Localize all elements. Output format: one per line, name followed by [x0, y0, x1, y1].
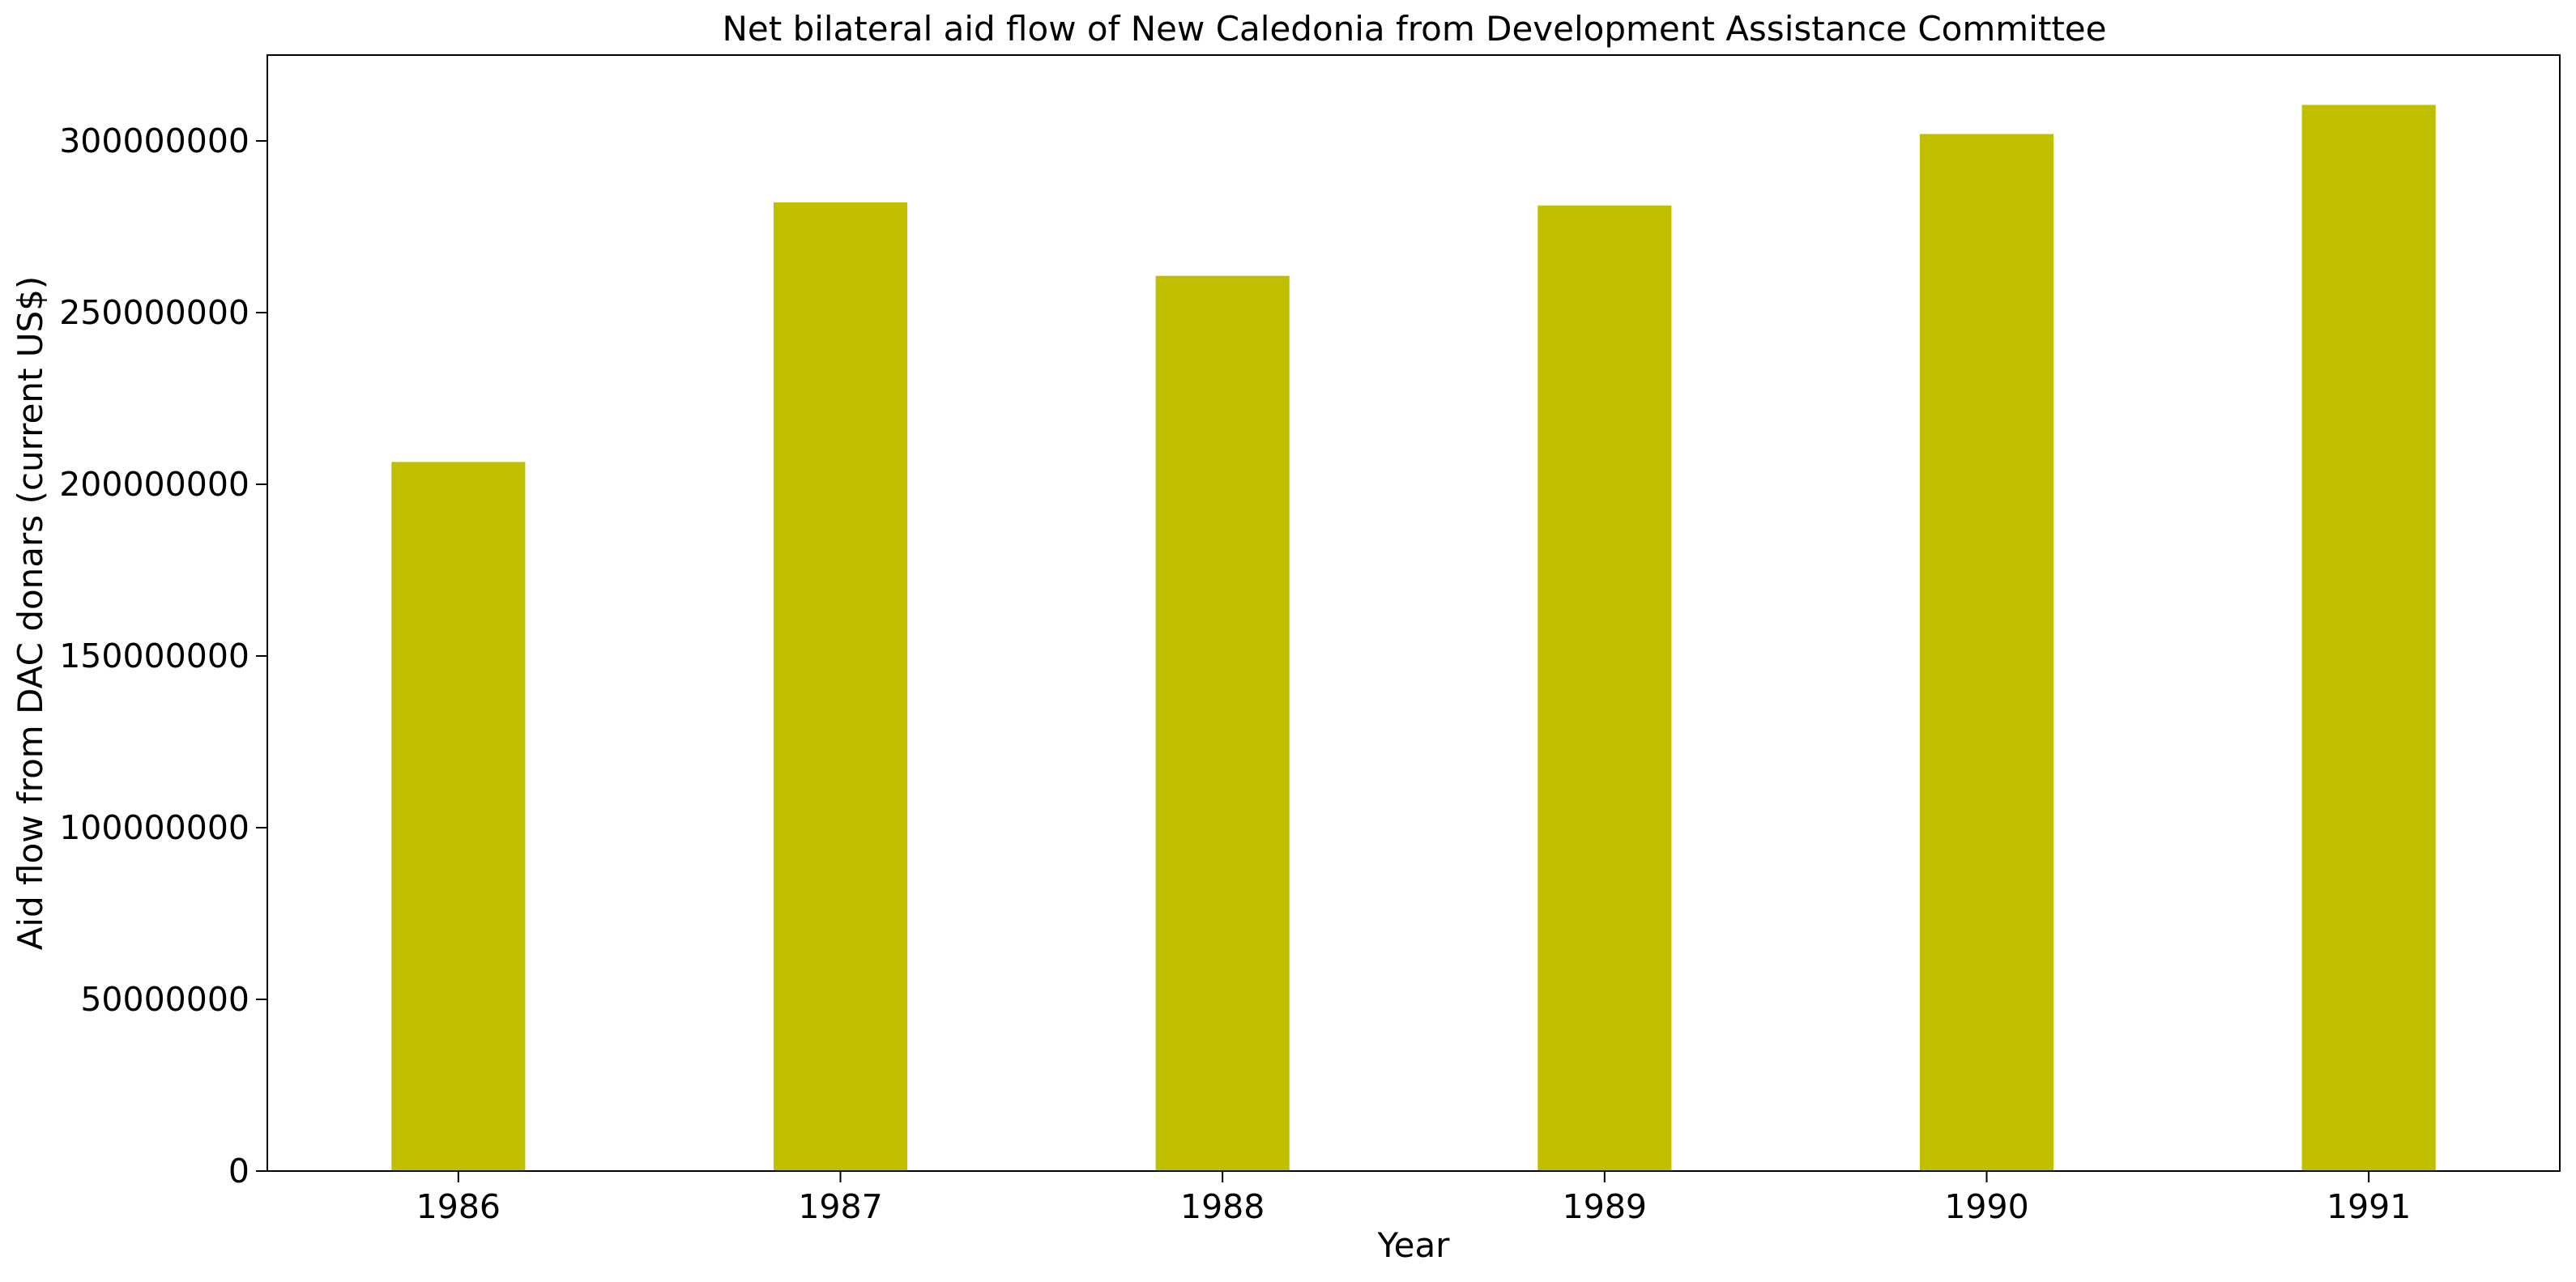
chart-title: Net bilateral aid flow of New Caledonia …	[723, 9, 2107, 49]
y-tick-label: 150000000	[59, 637, 249, 675]
y-tick-label: 0	[228, 1152, 249, 1190]
bar-1987	[773, 202, 908, 1171]
bar-1990	[1919, 134, 2054, 1171]
y-tick-label: 250000000	[59, 293, 249, 332]
plot-frame	[267, 54, 2561, 1172]
bars-layer	[391, 104, 2436, 1172]
y-tick-label: 200000000	[59, 465, 249, 504]
y-tick-label: 100000000	[59, 808, 249, 847]
x-axis-ticks: 1986 1987 1988 1989 1990 1991	[416, 1171, 2411, 1226]
bar-1988	[1155, 275, 1290, 1172]
x-tick-label: 1991	[2327, 1187, 2411, 1226]
y-axis-ticks: 0 50000000 100000000 150000000 200000000 2500…	[59, 121, 267, 1190]
y-tick-label: 50000000	[80, 980, 249, 1019]
y-axis-label: Aid flow from DAC donars (current US$)	[11, 276, 50, 951]
y-tick-label: 300000000	[59, 121, 249, 160]
x-axis-label: Year	[1377, 1225, 1451, 1265]
x-tick-label: 1989	[1563, 1187, 1647, 1226]
bar-1991	[2301, 104, 2436, 1172]
bar-1989	[1537, 205, 1672, 1171]
bar-1986	[391, 462, 526, 1171]
x-tick-label: 1986	[416, 1187, 501, 1226]
x-tick-label: 1990	[1944, 1187, 2028, 1226]
x-tick-label: 1988	[1180, 1187, 1265, 1226]
x-tick-label: 1987	[798, 1187, 882, 1226]
